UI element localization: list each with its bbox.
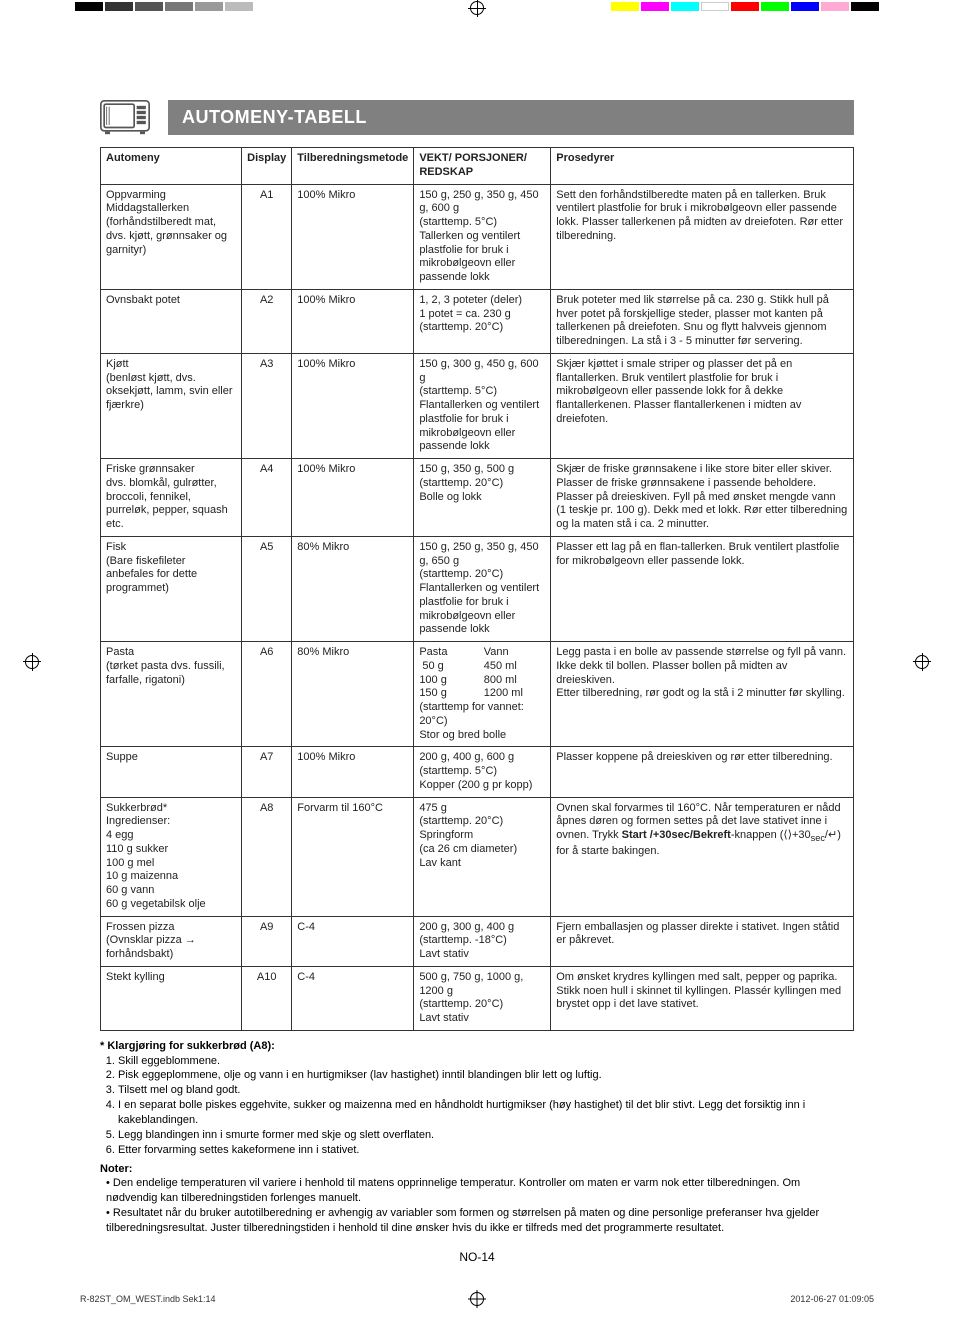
prep-step: Etter forvarming settes kakeformene inn … — [118, 1143, 854, 1158]
cell-method: 80% Mikro — [292, 642, 414, 747]
col-weight: VEKT/ PORSJONER/ REDSKAP — [414, 148, 551, 185]
cell-menu: Sukkerbrød* Ingredienser: 4 egg 110 g su… — [101, 797, 242, 916]
cell-weight: 1, 2, 3 poteter (deler) 1 potet = ca. 23… — [414, 289, 551, 353]
cell-proc: Sett den forhåndstilberedte maten på en … — [551, 184, 854, 289]
cell-weight: 150 g, 300 g, 450 g, 600 g (starttemp. 5… — [414, 353, 551, 458]
cell-proc: Skjær de friske grønnsakene i like store… — [551, 459, 854, 537]
cell-proc: Plasser ett lag på en flan-tallerken. Br… — [551, 536, 854, 641]
cell-weight: 150 g, 350 g, 500 g (starttemp. 20°C) Bo… — [414, 459, 551, 537]
file-name: R-82ST_OM_WEST.indb Sek1:14 — [80, 1294, 216, 1304]
cell-method: 100% Mikro — [292, 459, 414, 537]
cell-proc: Ovnen skal forvarmes til 160°C. Når temp… — [551, 797, 854, 916]
cell-menu: Oppvarming Middagstallerken (forhåndstil… — [101, 184, 242, 289]
page-title: AUTOMENY-TABELL — [168, 100, 854, 135]
cell-proc: Plasser koppene på dreieskiven og rør et… — [551, 747, 854, 797]
cell-weight: 200 g, 400 g, 600 g (starttemp. 5°C) Kop… — [414, 747, 551, 797]
cell-weight: 150 g, 250 g, 350 g, 450 g, 600 g (start… — [414, 184, 551, 289]
cell-menu: Ovnsbakt potet — [101, 289, 242, 353]
cell-display: A6 — [242, 642, 292, 747]
cell-menu: Pasta (tørket pasta dvs. fussili, farfal… — [101, 642, 242, 747]
prep-step: Skill eggeblommene. — [118, 1054, 854, 1069]
cell-weight: 200 g, 300 g, 400 g (starttemp. -18°C) L… — [414, 916, 551, 966]
col-method: Tilberedningsmetode — [292, 148, 414, 185]
cell-display: A1 — [242, 184, 292, 289]
cell-proc: Bruk poteter med lik størrelse på ca. 23… — [551, 289, 854, 353]
cell-menu: Friske grønnsaker dvs. blomkål, gulrøtte… — [101, 459, 242, 537]
prep-step: Tilsett mel og bland godt. — [118, 1083, 854, 1098]
microwave-icon — [100, 100, 150, 135]
cell-method: Forvarm til 160°C — [292, 797, 414, 916]
cell-method: 100% Mikro — [292, 353, 414, 458]
prep-step: Pisk eggeplommene, olje og vann i en hur… — [118, 1068, 854, 1083]
cell-proc: Om ønsket krydres kyllingen med salt, pe… — [551, 966, 854, 1030]
cell-menu: Kjøtt (benløst kjøtt, dvs. oksekjøtt, la… — [101, 353, 242, 458]
note-item: Resultatet når du bruker autotilberednin… — [106, 1206, 854, 1236]
cell-display: A7 — [242, 747, 292, 797]
cell-display: A8 — [242, 797, 292, 916]
cell-method: C-4 — [292, 916, 414, 966]
cell-display: A5 — [242, 536, 292, 641]
cell-method: 100% Mikro — [292, 184, 414, 289]
cell-method: C-4 — [292, 966, 414, 1030]
cell-display: A9 — [242, 916, 292, 966]
cell-proc: Legg pasta i en bolle av passende større… — [551, 642, 854, 747]
cell-weight: 150 g, 250 g, 350 g, 450 g, 650 g (start… — [414, 536, 551, 641]
cell-display: A3 — [242, 353, 292, 458]
prep-step: I en separat bolle piskes eggehvite, suk… — [118, 1098, 854, 1128]
page-content: AUTOMENY-TABELL Automeny Display Tilbere… — [0, 0, 954, 1324]
notes-heading: Noter: — [100, 1163, 132, 1175]
col-proc: Prosedyrer — [551, 148, 854, 185]
note-item: Den endelige temperaturen vil variere i … — [106, 1176, 854, 1206]
section-header: AUTOMENY-TABELL — [100, 100, 854, 135]
cell-menu: Fisk (Bare fiskefileter anbefales for de… — [101, 536, 242, 641]
cell-method: 100% Mikro — [292, 747, 414, 797]
cell-weight: 500 g, 750 g, 1000 g, 1200 g (starttemp.… — [414, 966, 551, 1030]
prep-step: Legg blandingen inn i smurte former med … — [118, 1128, 854, 1143]
page-number: NO-14 — [100, 1250, 854, 1264]
prep-heading: * Klargjøring for sukkerbrød (A8): — [100, 1040, 275, 1052]
cell-display: A10 — [242, 966, 292, 1030]
cell-weight: PastaVann 50 g450 ml100 g800 ml150 g1200… — [414, 642, 551, 747]
timestamp: 2012-06-27 01:09:05 — [790, 1294, 874, 1304]
footnotes: * Klargjøring for sukkerbrød (A8): Skill… — [100, 1039, 854, 1236]
cell-method: 80% Mikro — [292, 536, 414, 641]
col-automeny: Automeny — [101, 148, 242, 185]
registration-mark-bottom — [470, 1292, 484, 1306]
cell-proc: Skjær kjøttet i smale striper og plasser… — [551, 353, 854, 458]
cell-display: A4 — [242, 459, 292, 537]
cell-menu: Stekt kylling — [101, 966, 242, 1030]
col-display: Display — [242, 148, 292, 185]
cell-display: A2 — [242, 289, 292, 353]
cell-menu: Frossen pizza (Ovnsklar pizza → forhånds… — [101, 916, 242, 966]
cell-method: 100% Mikro — [292, 289, 414, 353]
automenu-table: Automeny Display Tilberedningsmetode VEK… — [100, 147, 854, 1031]
cell-proc: Fjern emballasjen og plasser direkte i s… — [551, 916, 854, 966]
cell-weight: 475 g (starttemp. 20°C) Springform (ca 2… — [414, 797, 551, 916]
cell-menu: Suppe — [101, 747, 242, 797]
